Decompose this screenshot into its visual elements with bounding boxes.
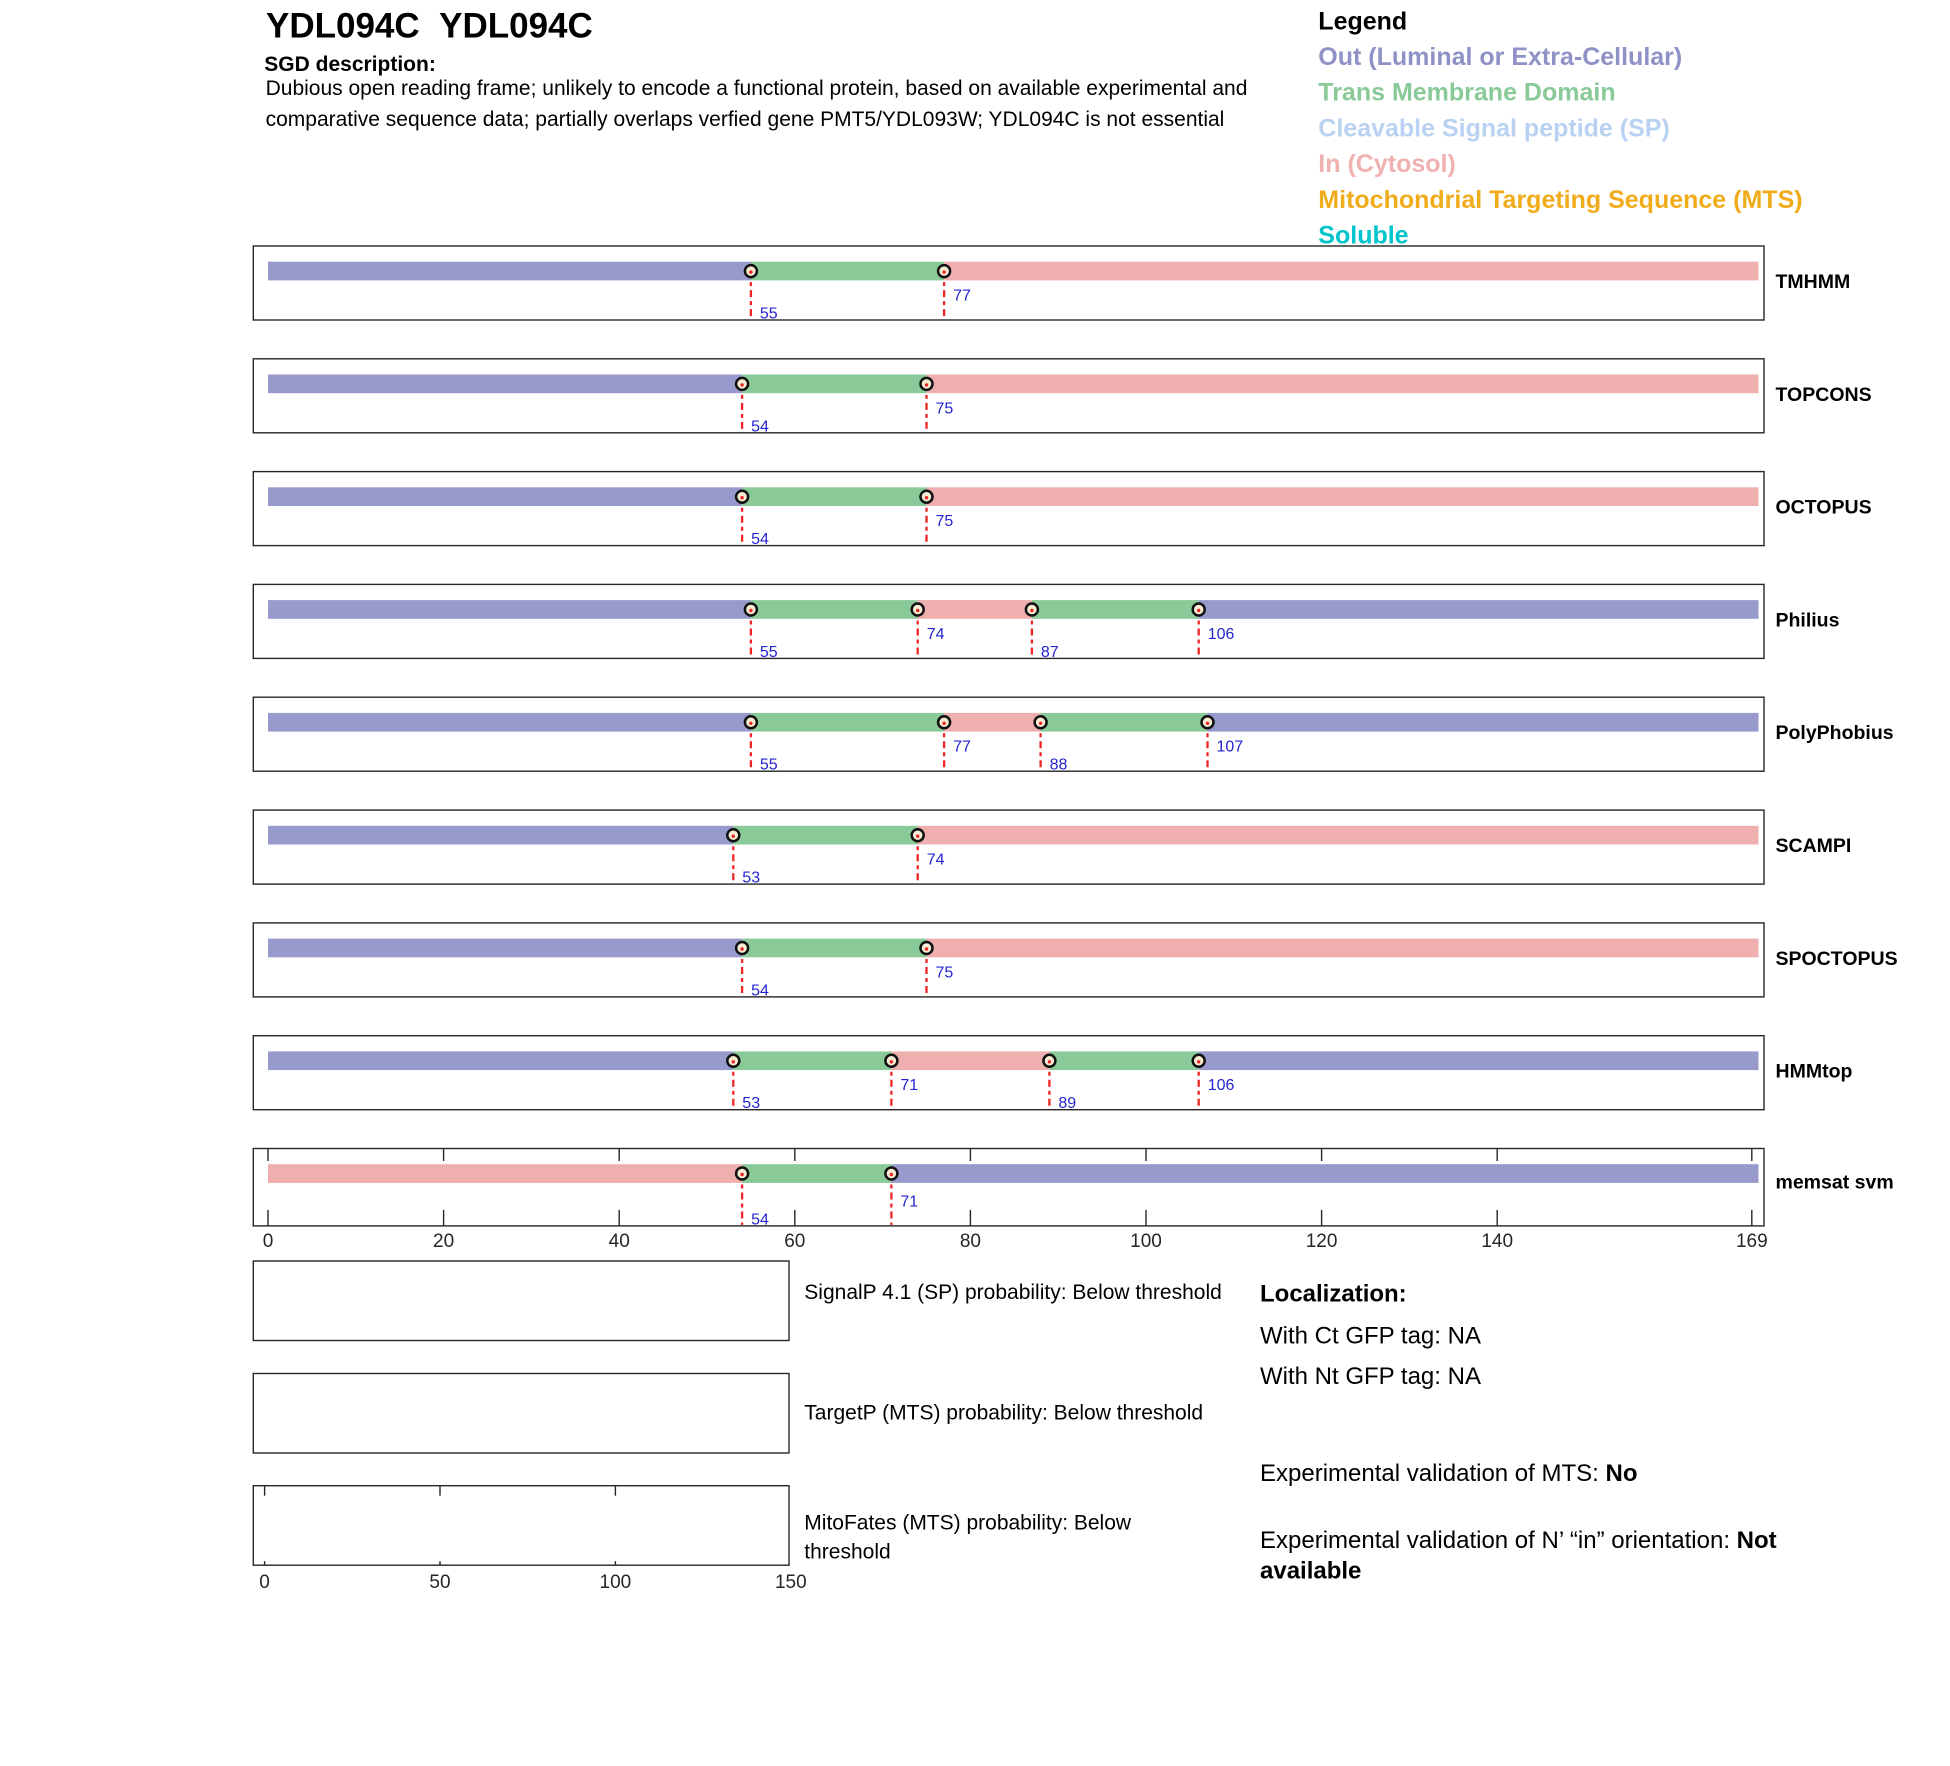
svg-text:55: 55 xyxy=(760,644,778,661)
svg-text:comparative sequence data; par: comparative sequence data; partially ove… xyxy=(266,108,1225,131)
svg-text:TOPCONS: TOPCONS xyxy=(1776,384,1872,406)
svg-text:SGD description:: SGD description: xyxy=(264,53,436,76)
svg-text:TMHMM: TMHMM xyxy=(1776,271,1851,293)
svg-text:100: 100 xyxy=(600,1572,632,1593)
svg-text:75: 75 xyxy=(936,400,954,417)
svg-text:HMMtop: HMMtop xyxy=(1776,1061,1853,1083)
svg-text:74: 74 xyxy=(927,852,945,869)
svg-text:88: 88 xyxy=(1050,757,1068,774)
svg-text:74: 74 xyxy=(927,626,945,643)
svg-text:140: 140 xyxy=(1481,1231,1513,1252)
svg-text:20: 20 xyxy=(433,1231,454,1252)
svg-text:75: 75 xyxy=(936,513,954,530)
svg-text:PolyPhobius: PolyPhobius xyxy=(1776,722,1894,744)
svg-text:169: 169 xyxy=(1736,1231,1768,1252)
svg-text:memsat svm: memsat svm xyxy=(1776,1172,1894,1194)
svg-text:YDL094C YDL094C: YDL094C YDL094C xyxy=(266,7,593,46)
svg-text:SPOCTOPUS: SPOCTOPUS xyxy=(1776,948,1898,970)
svg-text:available: available xyxy=(1260,1558,1361,1585)
svg-text:71: 71 xyxy=(900,1193,918,1210)
svg-text:SignalP 4.1 (SP) probability:: SignalP 4.1 (SP) probability: Below thre… xyxy=(804,1281,1222,1304)
svg-text:89: 89 xyxy=(1058,1095,1076,1112)
svg-text:0: 0 xyxy=(263,1231,274,1252)
svg-text:60: 60 xyxy=(784,1231,805,1252)
svg-text:MitoFates (MTS) probability: B: MitoFates (MTS) probability: Below xyxy=(804,1512,1132,1535)
svg-text:54: 54 xyxy=(751,1211,769,1228)
svg-text:50: 50 xyxy=(429,1572,450,1593)
svg-text:Dubious open reading frame; un: Dubious open reading frame; unlikely to … xyxy=(266,77,1248,100)
svg-text:53: 53 xyxy=(742,1095,760,1112)
svg-text:Localization:: Localization: xyxy=(1260,1281,1407,1308)
svg-text:55: 55 xyxy=(760,306,778,323)
svg-text:53: 53 xyxy=(742,870,760,887)
svg-text:80: 80 xyxy=(960,1231,981,1252)
svg-text:55: 55 xyxy=(760,757,778,774)
svg-text:With Ct GFP tag: NA: With Ct GFP tag: NA xyxy=(1260,1323,1481,1350)
svg-text:87: 87 xyxy=(1041,644,1059,661)
svg-text:In (Cytosol): In (Cytosol) xyxy=(1318,150,1456,178)
svg-text:107: 107 xyxy=(1217,739,1244,756)
svg-text:54: 54 xyxy=(751,982,769,999)
svg-text:77: 77 xyxy=(953,739,971,756)
svg-text:With Nt GFP tag: NA: With Nt GFP tag: NA xyxy=(1260,1363,1481,1390)
svg-text:Trans Membrane Domain: Trans Membrane Domain xyxy=(1318,79,1615,107)
svg-text:Mitochondrial Targeting Sequen: Mitochondrial Targeting Sequence (MTS) xyxy=(1318,186,1802,214)
svg-text:54: 54 xyxy=(751,531,769,548)
svg-text:71: 71 xyxy=(900,1077,918,1094)
svg-text:40: 40 xyxy=(609,1231,630,1252)
svg-text:OCTOPUS: OCTOPUS xyxy=(1776,497,1872,519)
svg-text:SCAMPI: SCAMPI xyxy=(1776,835,1852,857)
svg-text:77: 77 xyxy=(953,288,971,305)
svg-text:Philius: Philius xyxy=(1776,609,1840,631)
svg-text:106: 106 xyxy=(1208,626,1235,643)
svg-text:Soluble: Soluble xyxy=(1318,222,1408,250)
svg-text:75: 75 xyxy=(936,964,954,981)
svg-text:100: 100 xyxy=(1130,1231,1162,1252)
svg-text:Cleavable Signal peptide (SP): Cleavable Signal peptide (SP) xyxy=(1318,114,1669,142)
svg-text:Experimental validation of MTS: Experimental validation of MTS: No xyxy=(1260,1460,1637,1487)
svg-text:threshold: threshold xyxy=(804,1540,890,1563)
svg-text:Out (Luminal or Extra-Cellular: Out (Luminal or Extra-Cellular) xyxy=(1318,43,1682,71)
svg-text:Experimental validation of N’: Experimental validation of N’ “in” orien… xyxy=(1260,1527,1777,1554)
svg-text:0: 0 xyxy=(259,1572,270,1593)
svg-text:150: 150 xyxy=(775,1572,807,1593)
svg-text:54: 54 xyxy=(751,418,769,435)
svg-text:Legend: Legend xyxy=(1318,7,1407,35)
svg-text:TargetP (MTS) probability: Bel: TargetP (MTS) probability: Below thresho… xyxy=(804,1402,1203,1425)
svg-text:106: 106 xyxy=(1208,1077,1235,1094)
svg-text:120: 120 xyxy=(1306,1231,1338,1252)
